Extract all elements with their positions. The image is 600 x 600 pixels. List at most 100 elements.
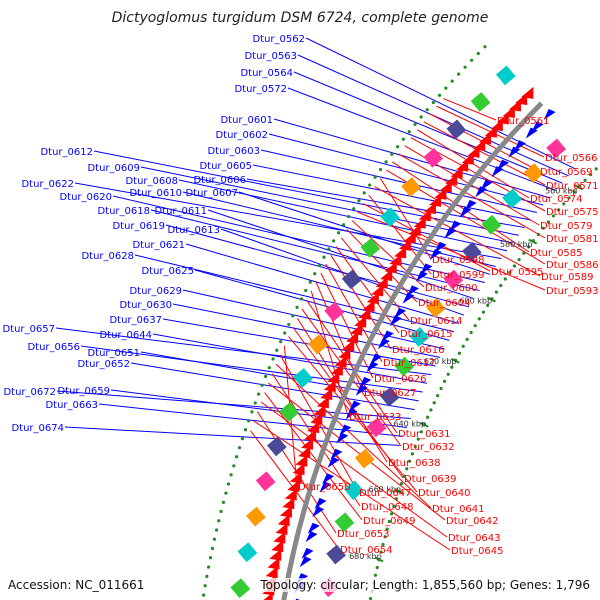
tick-dot (442, 379, 447, 383)
reverse-gene-arrow (279, 505, 292, 518)
tick-dot (413, 122, 417, 126)
reverse-gene-arrow (375, 276, 388, 289)
gene-label-right: Dtur_0650 (298, 482, 351, 493)
forward-gene-arrow (402, 292, 415, 304)
leader-line-left (112, 195, 485, 283)
reverse-gene-arrow (434, 187, 447, 200)
forward-gene-arrow (322, 473, 335, 485)
tick-dot (373, 175, 377, 179)
gene-features (230, 65, 567, 600)
tick-dot (221, 500, 226, 504)
cog-feature (379, 386, 400, 407)
cog-feature (461, 241, 482, 262)
reverse-gene-arrow (418, 209, 431, 222)
cog-feature (481, 214, 502, 235)
leader-line-right (392, 161, 530, 253)
reverse-gene-arrow (413, 216, 426, 229)
tick-dot (463, 65, 467, 69)
leader-line-left (252, 164, 531, 221)
leader-line-left (134, 254, 455, 333)
leader-line-left (246, 178, 525, 229)
tick-dot (425, 108, 429, 112)
leader-line-left (74, 182, 502, 260)
tick-dot (219, 509, 223, 514)
leader-line-left (207, 209, 475, 300)
tick-dot (373, 573, 378, 577)
reverse-gene-arrow (362, 299, 375, 312)
scale-tick (450, 357, 460, 364)
tick-dot (379, 550, 383, 554)
tick-dot (437, 93, 442, 97)
tick-dot (368, 183, 372, 187)
gene-label-left: Dtur_0618 (97, 206, 150, 217)
cog-feature (344, 480, 364, 501)
tick-dot (429, 408, 433, 412)
forward-gene-arrow (339, 424, 352, 436)
tick-dot (405, 467, 409, 471)
forward-gene-arrow (305, 531, 318, 543)
scale-tick (394, 488, 404, 495)
gene-label-right: Dtur_0604 (418, 298, 471, 309)
accession-label: Accession: NC_011661 (6, 578, 147, 592)
tick-dot (457, 72, 461, 76)
tick-dot (461, 344, 465, 348)
leader-line-right (325, 263, 383, 363)
gene-label-right: Dtur_0640 (418, 488, 471, 499)
tick-dot (208, 556, 213, 560)
gene-label-right: Dtur_0579 (540, 221, 593, 232)
cog-feature (495, 65, 516, 86)
tick-dot (465, 337, 469, 341)
tick-dot (446, 372, 450, 376)
leader-line-right (335, 246, 400, 334)
gene-label-left: Dtur_0611 (154, 206, 207, 217)
tick-dot (257, 392, 261, 396)
tick-dot (210, 546, 214, 551)
forward-gene-arrow (491, 166, 504, 178)
cog-feature (470, 92, 491, 112)
reverse-gene-arrow (439, 180, 452, 193)
tick-dot (206, 565, 211, 569)
gene-label-right: Dtur_0561 (497, 116, 550, 127)
scale-tick (374, 556, 384, 563)
cog-feature (425, 298, 446, 318)
gene-label-left: Dtur_0610 (129, 188, 182, 199)
leader-line-left (80, 345, 423, 393)
reverse-gene-arrow (450, 166, 463, 179)
gene-label-right: Dtur_0575 (546, 207, 599, 218)
cog-feature (279, 402, 300, 422)
reverse-gene-arrow (389, 253, 402, 266)
gene-label-left: Dtur_0602 (215, 130, 268, 141)
leader-line-right (330, 255, 392, 350)
tick-dot (392, 504, 396, 508)
scale-tick (574, 184, 584, 191)
gene-label-left: Dtur_0572 (234, 84, 287, 95)
tick-dot (201, 593, 206, 597)
cog-feature (366, 417, 387, 438)
forward-gene-arrow (415, 270, 428, 282)
gene-label-right: Dtur_0631 (398, 429, 451, 440)
gene-label-right: Dtur_0645 (451, 546, 504, 557)
tick-dot (336, 231, 341, 235)
reverse-gene-arrow (366, 292, 379, 305)
gene-label-left: Dtur_0674 (11, 423, 64, 434)
tick-dot (477, 317, 481, 321)
reverse-gene-arrow (310, 412, 323, 425)
gene-label-right: Dtur_0626 (374, 374, 427, 385)
gene-label-left: Dtur_0606 (193, 175, 246, 186)
gene-label-right: Dtur_0569 (540, 167, 593, 178)
cog-feature (409, 327, 430, 347)
tick-dot (589, 173, 593, 177)
tick-dot (217, 519, 221, 523)
cog-feature (401, 177, 421, 197)
reverse-gene-arrow (350, 323, 363, 336)
tick-dot (390, 152, 394, 156)
tick-dot (512, 264, 517, 268)
reverse-gene-arrow (327, 371, 340, 384)
gene-label-left: Dtur_0625 (141, 266, 194, 277)
leader-line-left (182, 191, 496, 267)
leader-line-right (340, 237, 410, 321)
leader-line-left (305, 37, 576, 170)
leader-line-left (165, 224, 470, 308)
reverse-gene-arrow (346, 331, 359, 344)
